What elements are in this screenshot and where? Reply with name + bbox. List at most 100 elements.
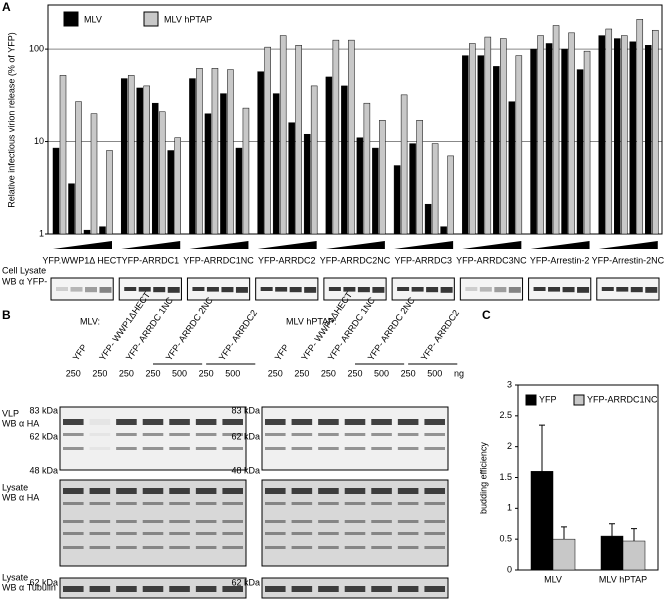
legend-label: MLV xyxy=(84,14,102,24)
panel-label: C xyxy=(482,308,491,322)
blot-band xyxy=(138,287,151,292)
blot-band xyxy=(289,287,302,293)
kda-marker: 83 kDa xyxy=(231,405,260,415)
bar xyxy=(90,113,98,235)
blot-band xyxy=(265,520,286,523)
blot-band xyxy=(318,586,339,592)
blot-band xyxy=(195,419,217,425)
kda-marker: 83 kDa xyxy=(29,405,58,415)
blot-band xyxy=(116,546,137,549)
lysate-label: WB α YFP- xyxy=(2,276,47,286)
blot-band xyxy=(372,287,385,293)
bar xyxy=(515,55,523,235)
blot-band xyxy=(63,447,84,450)
blot-band xyxy=(371,546,392,549)
blot-band xyxy=(169,419,190,425)
bar xyxy=(227,69,234,235)
error-bar xyxy=(609,523,615,537)
blot-band xyxy=(89,488,111,494)
blot-band xyxy=(221,287,234,293)
blot-band xyxy=(89,532,111,535)
bar xyxy=(242,107,250,235)
blot xyxy=(261,479,449,567)
bar xyxy=(151,102,159,235)
blot-band xyxy=(265,546,286,549)
blot-band xyxy=(153,287,166,293)
blot-band xyxy=(142,488,164,494)
blot-band xyxy=(318,520,339,523)
error-bar xyxy=(561,526,567,540)
blot-band xyxy=(291,502,313,505)
blot-band xyxy=(397,488,419,494)
bar xyxy=(167,150,174,235)
bar xyxy=(605,28,613,235)
legend-swatch xyxy=(525,394,537,406)
blot-band xyxy=(344,586,366,592)
dose-wedge xyxy=(462,241,522,249)
dose-wedge xyxy=(121,241,181,249)
blot-band xyxy=(206,287,219,292)
blot-band xyxy=(265,586,286,592)
blot-band xyxy=(260,287,273,291)
blot-band xyxy=(169,502,190,505)
blot-band xyxy=(195,447,217,450)
blot-band xyxy=(426,287,439,293)
y-axis-label: budding efficiency xyxy=(478,442,488,514)
blot-band xyxy=(440,287,453,293)
blot-band xyxy=(371,488,392,494)
blot-band xyxy=(63,546,84,549)
bar xyxy=(440,226,447,235)
blot-band xyxy=(318,546,339,549)
blot-band xyxy=(397,586,419,592)
blot-band xyxy=(167,287,180,293)
row-label: Lysate xyxy=(2,482,28,492)
bar xyxy=(52,147,60,235)
lane-label: YFP- ARRDC2 xyxy=(419,308,461,362)
bar xyxy=(545,43,553,235)
bar xyxy=(332,39,340,235)
y-tick-label: 10 xyxy=(34,136,44,146)
blot-band xyxy=(265,488,286,494)
blot-band xyxy=(397,419,419,425)
blot-band xyxy=(89,419,111,425)
blot-band xyxy=(548,287,561,292)
blot-band xyxy=(63,502,84,505)
blot-band xyxy=(291,488,313,494)
blot-band xyxy=(169,447,190,450)
y-tick-label: 1.5 xyxy=(499,472,512,482)
bar xyxy=(629,41,637,235)
amount-label: 500 xyxy=(172,368,187,378)
blot-band xyxy=(85,287,97,293)
blot-band xyxy=(169,546,190,549)
bar xyxy=(143,85,150,235)
blot-band xyxy=(222,419,243,425)
blot-band xyxy=(562,287,575,293)
blot-band xyxy=(424,433,445,436)
bar xyxy=(99,226,106,235)
amount-label: 250 xyxy=(321,368,336,378)
dose-wedge xyxy=(530,241,590,249)
bar xyxy=(424,203,432,235)
blot-band xyxy=(397,447,419,450)
blot-band xyxy=(63,419,84,425)
bar xyxy=(552,538,576,571)
blot-band xyxy=(411,287,424,292)
bar xyxy=(600,535,624,571)
blot-band xyxy=(195,520,217,523)
bar xyxy=(484,36,492,235)
bar xyxy=(204,113,212,235)
blot-band xyxy=(265,447,286,450)
blot-band xyxy=(291,586,313,592)
bar xyxy=(106,150,113,235)
blot-band xyxy=(142,419,164,425)
amount-label: 250 xyxy=(401,368,416,378)
legend-label: YFP-ARRDC1NC xyxy=(587,394,658,404)
bar xyxy=(645,45,652,235)
bar xyxy=(120,78,128,235)
blot-band xyxy=(116,520,137,523)
blot-band xyxy=(318,502,339,505)
blot-band xyxy=(291,447,313,450)
row-label: Lysate xyxy=(2,572,28,582)
blot-band xyxy=(89,502,111,505)
blot-band xyxy=(318,447,339,450)
